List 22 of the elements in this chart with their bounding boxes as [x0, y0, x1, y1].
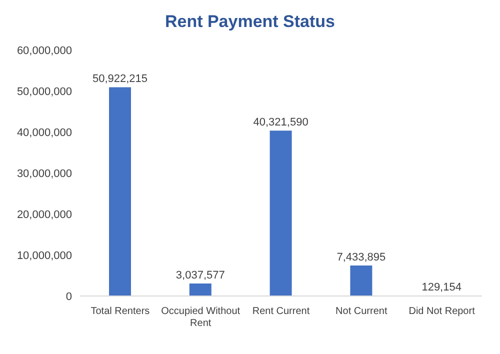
bar	[189, 284, 212, 296]
data-label: 129,154	[422, 281, 462, 294]
data-label: 50,922,215	[92, 73, 148, 86]
x-tick-label: Occupied Without Rent	[161, 306, 240, 329]
bar	[350, 266, 372, 296]
data-label: 40,321,590	[253, 116, 308, 129]
y-tick-label: 20,000,000	[16, 208, 72, 221]
x-tick-label: Total Renters	[90, 306, 150, 317]
bar	[270, 130, 292, 296]
y-tick-label: 30,000,000	[16, 168, 72, 180]
x-tick-label: Rent Current	[252, 306, 310, 317]
data-label: 7,433,895	[336, 252, 386, 264]
y-tick-label: 50,000,000	[16, 86, 72, 98]
chart-title: Rent Payment Status	[164, 11, 336, 33]
y-tick-label: 40,000,000	[16, 126, 72, 139]
x-tick-label: Did Not Report	[408, 306, 476, 317]
y-tick-label: 0	[66, 290, 72, 303]
data-label: 3,037,577	[176, 270, 225, 282]
y-tick-label: 60,000,000	[16, 44, 72, 57]
y-tick-label: 10,000,000	[16, 250, 72, 262]
bar	[109, 87, 131, 296]
x-tick-label: Not Current	[336, 306, 388, 317]
